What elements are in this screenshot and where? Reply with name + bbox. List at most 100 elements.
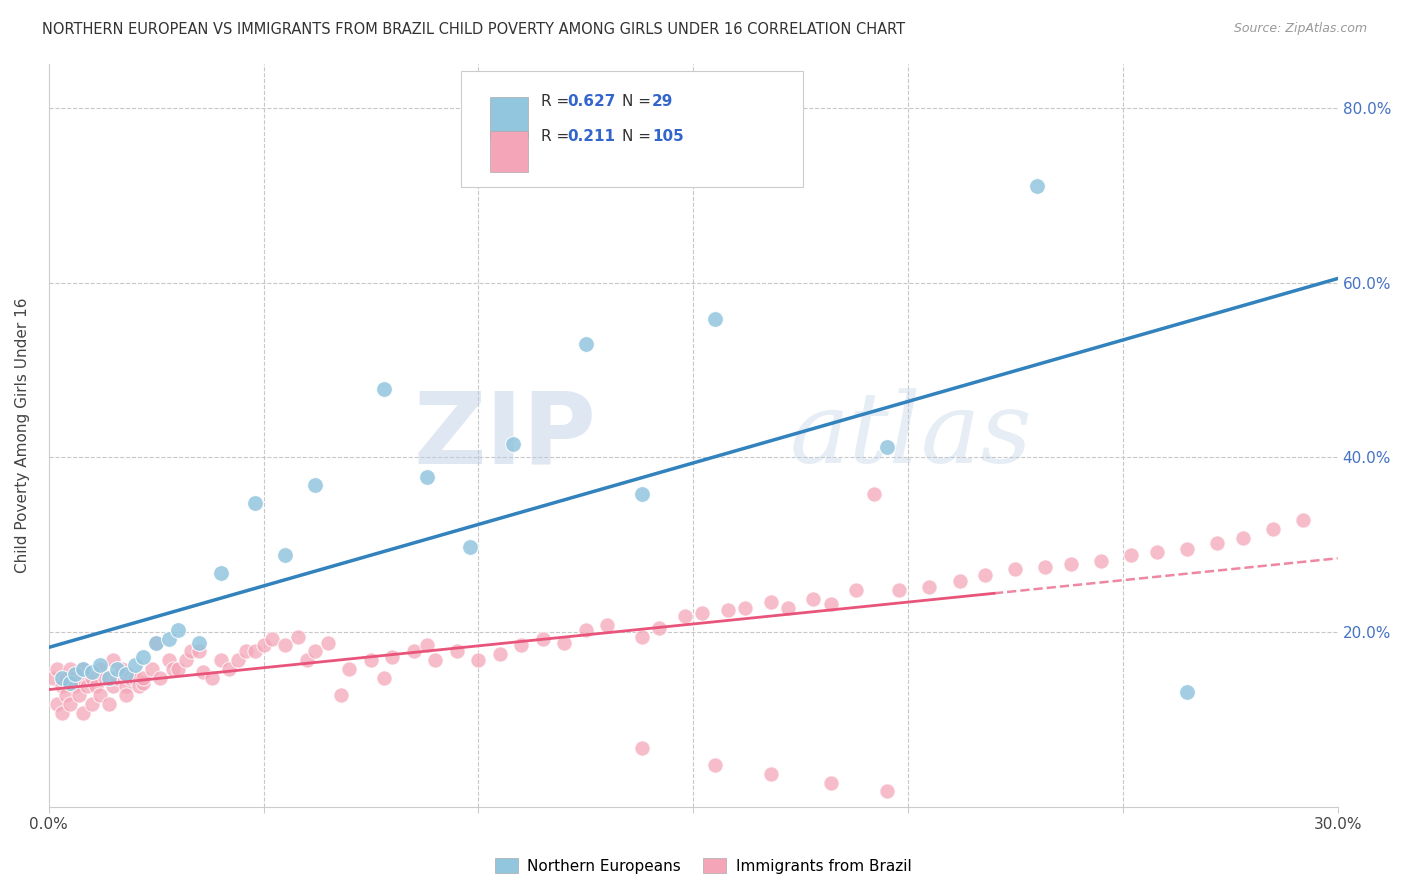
Point <box>803 591 825 606</box>
Text: Source: ZipAtlas.com: Source: ZipAtlas.com <box>1233 22 1367 36</box>
Point <box>162 662 184 676</box>
Point <box>243 496 266 510</box>
Point <box>402 644 425 658</box>
Point <box>188 644 211 658</box>
Text: N =: N = <box>623 94 657 109</box>
Text: 0.211: 0.211 <box>567 128 614 144</box>
Text: atlas: atlas <box>790 388 1032 483</box>
Point <box>84 679 107 693</box>
Point <box>76 679 98 693</box>
Point <box>776 600 799 615</box>
Point <box>1206 536 1229 550</box>
Point <box>553 635 575 649</box>
Text: NORTHERN EUROPEAN VS IMMIGRANTS FROM BRAZIL CHILD POVERTY AMONG GIRLS UNDER 16 C: NORTHERN EUROPEAN VS IMMIGRANTS FROM BRA… <box>42 22 905 37</box>
Legend: Northern Europeans, Immigrants from Brazil: Northern Europeans, Immigrants from Braz… <box>489 852 917 880</box>
Point <box>180 644 202 658</box>
Point <box>97 671 120 685</box>
Point <box>132 649 155 664</box>
Point <box>63 671 86 685</box>
Point <box>157 632 180 647</box>
Text: ZIP: ZIP <box>413 387 596 484</box>
Point <box>55 671 77 685</box>
Point <box>295 653 318 667</box>
Point <box>1004 562 1026 576</box>
Point <box>575 336 598 351</box>
Point <box>89 658 111 673</box>
Point <box>339 662 361 676</box>
FancyBboxPatch shape <box>489 97 529 138</box>
Point <box>918 580 941 594</box>
Point <box>166 662 188 676</box>
Point <box>124 671 146 685</box>
Point <box>193 665 215 679</box>
Point <box>862 487 884 501</box>
Point <box>489 647 512 661</box>
Point <box>531 632 554 647</box>
Text: 29: 29 <box>652 94 673 109</box>
Text: 105: 105 <box>652 128 683 144</box>
Point <box>128 679 150 693</box>
Point <box>252 638 274 652</box>
Point <box>690 606 713 620</box>
Point <box>425 653 447 667</box>
Point <box>1060 557 1083 571</box>
Point <box>1121 548 1143 562</box>
Point <box>46 662 69 676</box>
Point <box>209 653 232 667</box>
Point <box>51 706 73 720</box>
Text: R =: R = <box>541 128 574 144</box>
Point <box>820 775 842 789</box>
Point <box>1263 522 1285 536</box>
Point <box>174 653 197 667</box>
Point <box>416 638 439 652</box>
Point <box>734 600 756 615</box>
Point <box>145 635 167 649</box>
Point <box>59 676 82 690</box>
Point <box>201 671 224 685</box>
Point <box>226 653 249 667</box>
Text: N =: N = <box>623 128 657 144</box>
Point <box>673 609 696 624</box>
Point <box>876 440 898 454</box>
Point <box>51 671 73 685</box>
Point <box>502 437 524 451</box>
Point <box>72 706 94 720</box>
Point <box>132 671 155 685</box>
Point <box>630 740 652 755</box>
Point <box>1175 542 1198 557</box>
Point <box>381 649 404 664</box>
Point <box>124 658 146 673</box>
Point <box>446 644 468 658</box>
Point <box>759 594 782 608</box>
Point <box>703 758 725 772</box>
Point <box>145 635 167 649</box>
Point <box>648 621 671 635</box>
Point <box>373 382 395 396</box>
FancyBboxPatch shape <box>489 131 529 172</box>
Point <box>510 638 533 652</box>
Point <box>97 697 120 711</box>
Point <box>103 679 125 693</box>
Point <box>115 688 138 702</box>
Point <box>103 653 125 667</box>
Point <box>63 667 86 681</box>
Point <box>716 603 738 617</box>
Point <box>243 644 266 658</box>
Point <box>630 630 652 644</box>
Point <box>89 662 111 676</box>
Point <box>1090 553 1112 567</box>
Point <box>304 644 326 658</box>
Point <box>42 671 65 685</box>
Point <box>948 574 970 589</box>
Point <box>316 635 339 649</box>
Point <box>287 630 309 644</box>
Point <box>218 662 240 676</box>
Point <box>360 653 382 667</box>
Point <box>149 671 172 685</box>
Point <box>1035 559 1057 574</box>
Point <box>467 653 489 667</box>
Point <box>458 540 481 554</box>
Point <box>80 671 103 685</box>
Point <box>166 624 188 638</box>
Point <box>329 688 352 702</box>
